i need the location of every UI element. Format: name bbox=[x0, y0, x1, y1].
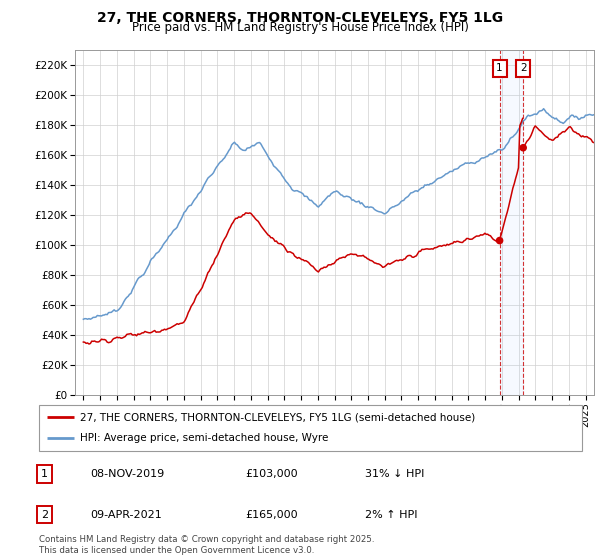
Text: 2: 2 bbox=[520, 63, 526, 73]
Text: £165,000: £165,000 bbox=[245, 510, 298, 520]
Text: Price paid vs. HM Land Registry's House Price Index (HPI): Price paid vs. HM Land Registry's House … bbox=[131, 21, 469, 34]
Text: 1: 1 bbox=[41, 469, 48, 479]
Text: 08-NOV-2019: 08-NOV-2019 bbox=[91, 469, 165, 479]
Point bbox=[495, 236, 505, 245]
Text: Contains HM Land Registry data © Crown copyright and database right 2025.
This d: Contains HM Land Registry data © Crown c… bbox=[39, 535, 374, 555]
Point bbox=[518, 143, 528, 152]
Text: HPI: Average price, semi-detached house, Wyre: HPI: Average price, semi-detached house,… bbox=[80, 433, 328, 444]
FancyBboxPatch shape bbox=[39, 405, 582, 451]
Text: 27, THE CORNERS, THORNTON-CLEVELEYS, FY5 1LG (semi-detached house): 27, THE CORNERS, THORNTON-CLEVELEYS, FY5… bbox=[80, 412, 475, 422]
Text: 2: 2 bbox=[41, 510, 48, 520]
Text: 09-APR-2021: 09-APR-2021 bbox=[91, 510, 163, 520]
Bar bbox=[500, 50, 523, 395]
Text: 2% ↑ HPI: 2% ↑ HPI bbox=[365, 510, 418, 520]
Text: £103,000: £103,000 bbox=[245, 469, 298, 479]
Text: 1: 1 bbox=[496, 63, 503, 73]
Text: 31% ↓ HPI: 31% ↓ HPI bbox=[365, 469, 424, 479]
Text: 27, THE CORNERS, THORNTON-CLEVELEYS, FY5 1LG: 27, THE CORNERS, THORNTON-CLEVELEYS, FY5… bbox=[97, 11, 503, 25]
